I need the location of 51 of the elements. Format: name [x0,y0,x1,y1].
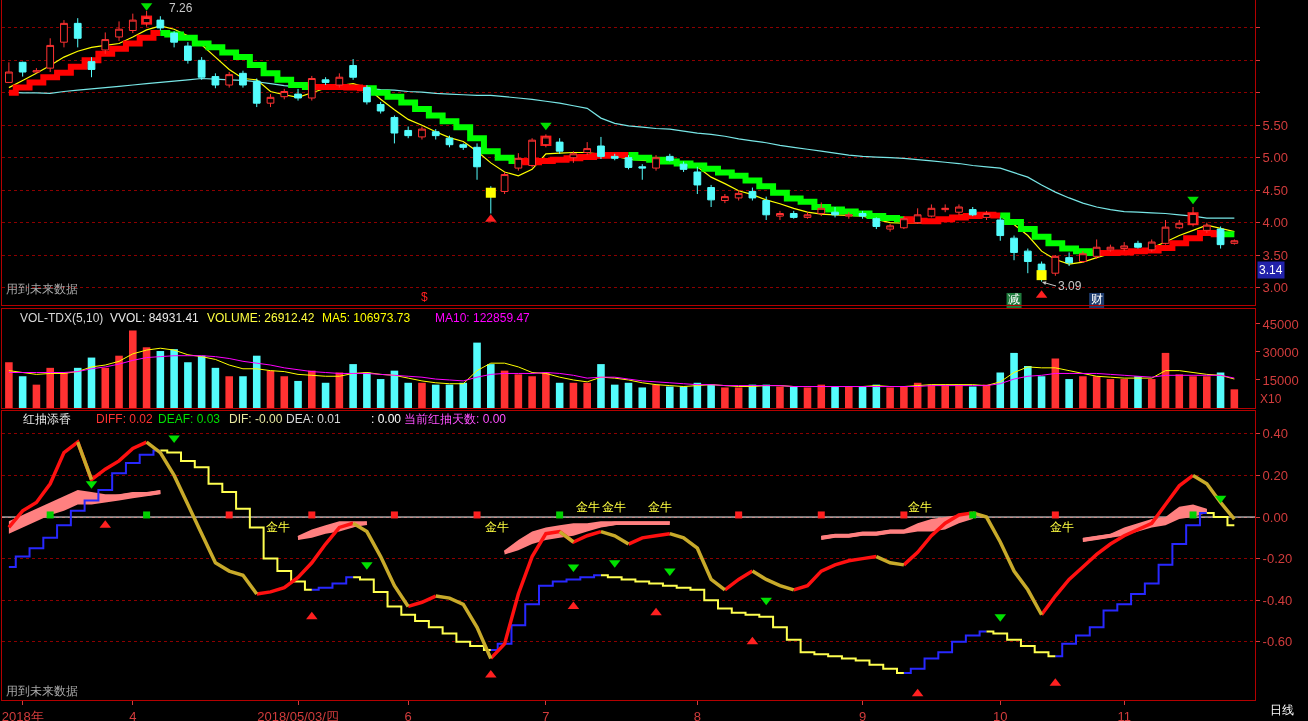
annotation: 当前红抽天数: 0.00 [404,412,507,426]
y-tick-label: 4.00 [1262,215,1288,231]
text: 3.14 [1259,263,1283,277]
annotation: $ [421,290,428,304]
annotation: 7.26 [169,1,193,15]
annotation: 3.09 [1058,279,1082,293]
chart-title: 红抽添香 [23,412,71,426]
annotation: 用到未来数据 [6,282,78,296]
annotation: DEAF: 0.03 [158,412,221,426]
x-tick-label: 4 [129,708,137,721]
y-tick-label: 0.00 [1262,509,1288,525]
chart-title: VOL-TDX(5,10) [20,311,104,325]
y-tick-label: 30000 [1262,344,1299,360]
x-tick-label: 10 [993,708,1008,721]
x-tick-label: 8 [693,708,701,721]
y-tick-label: 5.50 [1262,117,1288,133]
text: MA10: 122859.47 [435,311,531,325]
annotation: 金牛 [576,500,600,514]
y-tick-label: -0.20 [1262,551,1293,567]
data-label: 财 [1090,292,1103,307]
annotation: 金牛 [1050,520,1074,534]
x-tick-label: 6 [404,708,412,721]
y-tick-label: -0.40 [1262,592,1293,608]
y-tick-label: 15000 [1262,372,1299,388]
data-label: 减 [1008,292,1021,307]
y-tick-label: 3.50 [1262,247,1288,263]
annotation: DIFF: 0.02 [96,412,154,426]
x-tick-label: 11 [1117,708,1131,721]
annotation: 金牛 [908,500,932,514]
text: 日线 [1270,703,1294,717]
annotation: 金牛 [266,520,290,534]
annotation: 用到未来数据 [6,684,78,698]
annotation: DEA: 0.01 [286,412,342,426]
y-tick-label: 0.20 [1262,468,1288,483]
annotation: 金牛 [648,500,672,514]
annotation: 金牛 [485,520,509,534]
y-tick-label: 4.50 [1262,182,1288,198]
annotation: : 0.00 [371,412,402,426]
y-tick-label: -0.60 [1262,634,1293,650]
y-tick-label: 45000 [1262,316,1299,332]
y-tick-label: 5.00 [1262,150,1288,166]
annotation: VOLUME: 26912.42 [207,311,315,325]
annotation: VVOL: 84931.41 [110,311,200,325]
annotation: DIF: -0.00 [229,412,283,426]
y-tick-label: 0.40 [1262,426,1288,442]
text: X10 [1260,392,1282,406]
y-tick-label: 3.00 [1262,280,1288,296]
text: MA5: 106973.73 [322,311,411,325]
annotation: 金牛 [602,500,626,514]
x-tick-label: 7 [542,708,550,721]
x-tick-label: 9 [858,708,867,721]
